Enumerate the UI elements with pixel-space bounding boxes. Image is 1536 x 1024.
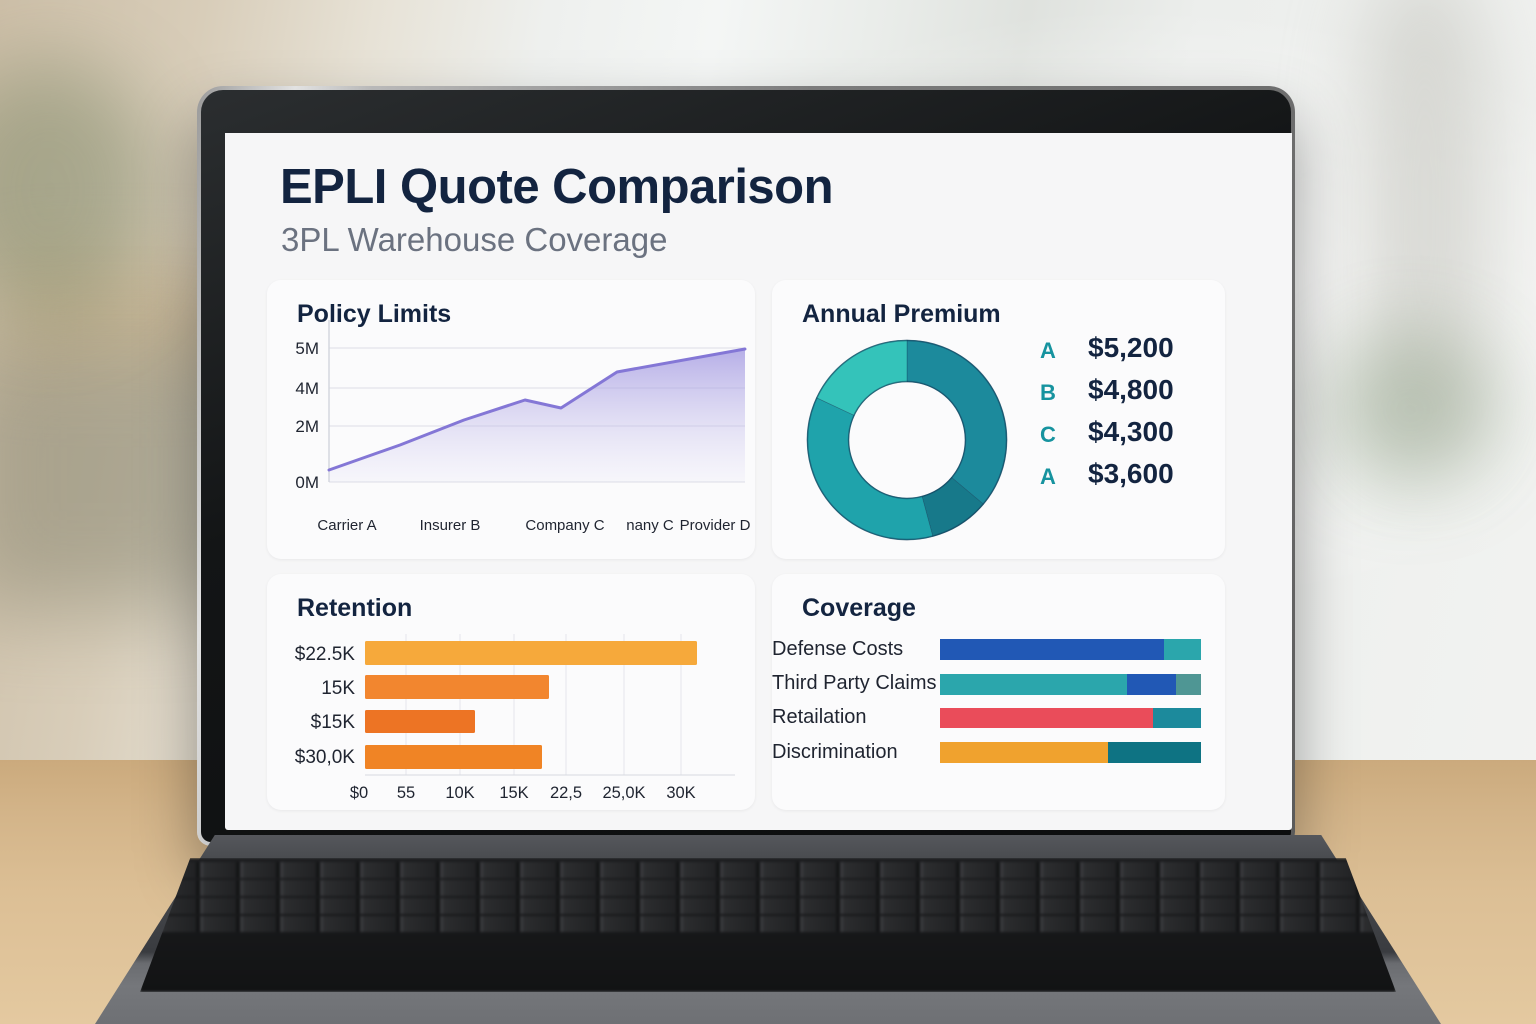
svg-text:$30,0K: $30,0K: [295, 747, 356, 768]
svg-text:55: 55: [397, 784, 415, 802]
svg-text:Carrier A: Carrier A: [317, 517, 376, 534]
svg-text:10K: 10K: [445, 784, 474, 802]
svg-text:$0: $0: [350, 784, 368, 802]
svg-text:Third Party Claims: Third Party Claims: [772, 672, 936, 694]
svg-text:$22.5K: $22.5K: [295, 644, 356, 665]
svg-text:nany C: nany C: [626, 517, 674, 534]
svg-text:22,5: 22,5: [550, 784, 582, 802]
svg-text:$15K: $15K: [311, 712, 356, 733]
svg-text:4M: 4M: [295, 379, 319, 398]
svg-text:Company C: Company C: [525, 517, 604, 534]
svg-text:5M: 5M: [295, 339, 319, 358]
svg-text:0M: 0M: [295, 473, 319, 492]
svg-text:15K: 15K: [321, 678, 355, 699]
svg-text:15K: 15K: [499, 784, 528, 802]
svg-text:Defense Costs: Defense Costs: [772, 638, 903, 660]
svg-text:30K: 30K: [666, 784, 695, 802]
svg-text:Insurer B: Insurer B: [420, 517, 481, 534]
svg-text:Provider D: Provider D: [680, 517, 751, 534]
svg-text:2M: 2M: [295, 417, 319, 436]
svg-text:Discrimination: Discrimination: [772, 741, 898, 763]
svg-text:Retailation: Retailation: [772, 706, 867, 728]
svg-text:25,0K: 25,0K: [602, 784, 645, 802]
